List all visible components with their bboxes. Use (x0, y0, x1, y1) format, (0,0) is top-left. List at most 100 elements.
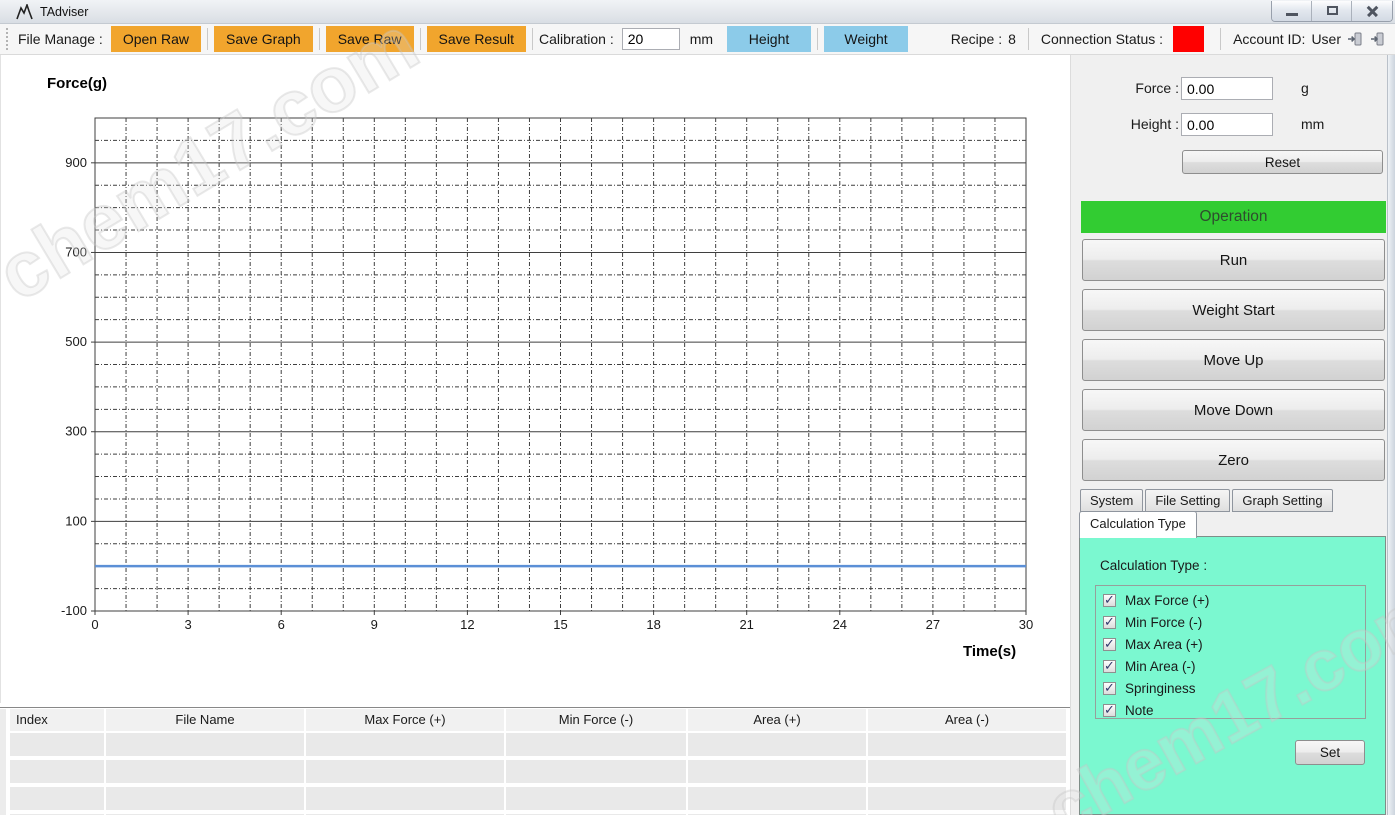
list-item[interactable]: ✓ Max Area (+) (1103, 633, 1365, 655)
zero-button[interactable]: Zero (1082, 439, 1385, 481)
list-item[interactable]: ✓ Min Area (-) (1103, 655, 1365, 677)
height-readout-input[interactable] (1181, 113, 1273, 136)
svg-text:900: 900 (65, 155, 87, 170)
close-button[interactable] (1352, 1, 1392, 21)
tab-file-setting[interactable]: File Setting (1145, 489, 1231, 512)
minimize-button[interactable] (1272, 1, 1312, 21)
window-title: TAdviser (40, 4, 89, 19)
minimize-icon (1286, 13, 1298, 16)
svg-text:30: 30 (1019, 617, 1033, 632)
chart-panel: 0 3 6 9 12 15 18 21 24 27 30 -100 100 300 500 700 900 Fo… (0, 55, 1070, 703)
x-axis-title: Time(s) (963, 643, 1017, 660)
list-item[interactable]: ✓ Max Force (+) (1103, 589, 1365, 611)
account-user-value: User (1311, 31, 1341, 47)
toolbar-separator (1220, 28, 1222, 50)
row-header-strip (0, 709, 8, 815)
move-down-button[interactable]: Move Down (1082, 389, 1385, 431)
force-readout-input[interactable] (1181, 77, 1273, 100)
checkbox[interactable]: ✓ (1103, 657, 1116, 673)
calculation-type-list: ✓ Max Force (+) ✓ Min Force (-) ✓ Max Ar… (1095, 585, 1366, 719)
svg-text:18: 18 (646, 617, 660, 632)
tab-calculation-type[interactable]: Calculation Type (1079, 511, 1197, 538)
check-icon: ✓ (1104, 679, 1115, 695)
svg-text:700: 700 (65, 244, 87, 259)
checkbox[interactable]: ✓ (1103, 591, 1116, 607)
column-header[interactable]: Area (+) (688, 709, 868, 733)
toolbar-status-area: Recipe : 8 Connection Status : Account I… (951, 26, 1395, 52)
toolbar-separator (817, 28, 819, 50)
column-header[interactable]: File Name (106, 709, 306, 733)
checkbox[interactable]: ✓ (1103, 679, 1116, 695)
list-item[interactable]: ✓ Springiness (1103, 677, 1365, 699)
checkbox[interactable]: ✓ (1103, 613, 1116, 629)
option-label: Min Area (-) (1125, 658, 1196, 674)
settings-tab-strip: System File Setting Graph Setting (1080, 489, 1333, 512)
maximize-button[interactable] (1312, 1, 1352, 21)
tab-graph-setting[interactable]: Graph Setting (1232, 489, 1333, 512)
toolbar-separator (206, 28, 208, 50)
svg-text:24: 24 (833, 617, 847, 632)
toolbar: File Manage : Open Raw Save Graph Save R… (0, 24, 1395, 55)
column-header[interactable]: Area (-) (868, 709, 1068, 733)
operation-header: Operation (1081, 201, 1386, 233)
toolbar-grip-handle[interactable] (6, 28, 9, 50)
y-axis-title: Force(g) (47, 75, 107, 92)
option-label: Max Area (+) (1125, 636, 1203, 652)
table-row[interactable] (10, 733, 1068, 758)
login-icon[interactable] (1347, 31, 1363, 47)
svg-text:21: 21 (739, 617, 753, 632)
calibration-label: Calibration : (539, 31, 614, 47)
calibration-input[interactable] (621, 28, 680, 50)
force-time-chart: 0 3 6 9 12 15 18 21 24 27 30 -100 100 300 500 700 900 (61, 117, 1033, 632)
checkbox[interactable]: ✓ (1103, 701, 1116, 717)
svg-text:12: 12 (460, 617, 474, 632)
list-item[interactable]: ✓ Min Force (-) (1103, 611, 1365, 633)
table-row[interactable] (10, 760, 1068, 785)
save-raw-button[interactable]: Save Raw (325, 26, 414, 52)
toolbar-separator (419, 28, 421, 50)
check-icon: ✓ (1104, 657, 1115, 673)
svg-text:100: 100 (65, 513, 87, 528)
svg-text:0: 0 (91, 617, 98, 632)
check-icon: ✓ (1104, 613, 1115, 629)
column-header[interactable]: Min Force (-) (506, 709, 688, 733)
height-button[interactable]: Height (727, 26, 812, 52)
set-button[interactable]: Set (1295, 740, 1365, 765)
run-button[interactable]: Run (1082, 239, 1385, 281)
height-unit-label: mm (1301, 116, 1325, 132)
list-item[interactable]: ✓ Note (1103, 699, 1365, 721)
table-row[interactable] (10, 787, 1068, 812)
toolbar-separator (318, 28, 320, 50)
height-readout-label: Height : (1130, 116, 1179, 132)
recipe-label: Recipe : (950, 31, 1003, 47)
force-readout-label: Force : (1135, 80, 1179, 96)
weight-start-button[interactable]: Weight Start (1082, 289, 1385, 331)
svg-text:300: 300 (65, 424, 87, 439)
option-label: Min Force (-) (1125, 614, 1203, 630)
save-graph-button[interactable]: Save Graph (213, 26, 313, 52)
weight-button[interactable]: Weight (824, 26, 909, 52)
svg-text:6: 6 (278, 617, 285, 632)
save-result-button[interactable]: Save Result (426, 26, 526, 52)
vertical-scrollbar[interactable] (1387, 55, 1395, 815)
results-table: Index File Name Max Force (+) Min Force … (0, 707, 1070, 815)
open-raw-button[interactable]: Open Raw (110, 26, 201, 52)
check-icon: ✓ (1104, 591, 1115, 607)
logout-icon[interactable] (1369, 31, 1385, 47)
account-id-label: Account ID: (1233, 31, 1306, 47)
calculation-type-label: Calculation Type : (1100, 558, 1208, 573)
checkbox[interactable]: ✓ (1103, 636, 1116, 651)
column-header[interactable]: Max Force (+) (306, 709, 506, 733)
toolbar-separator (532, 28, 533, 50)
connection-status-label: Connection Status : (1040, 31, 1164, 47)
move-up-button[interactable]: Move Up (1082, 339, 1385, 381)
svg-text:500: 500 (65, 334, 87, 349)
column-header[interactable]: Index (10, 709, 106, 733)
toolbar-separator (1027, 28, 1029, 50)
check-icon: ✓ (1104, 701, 1115, 717)
recipe-value: 8 (1008, 31, 1016, 47)
svg-text:9: 9 (371, 617, 378, 632)
force-unit-label: g (1301, 80, 1309, 96)
reset-button[interactable]: Reset (1182, 150, 1383, 174)
tab-system[interactable]: System (1080, 489, 1144, 512)
